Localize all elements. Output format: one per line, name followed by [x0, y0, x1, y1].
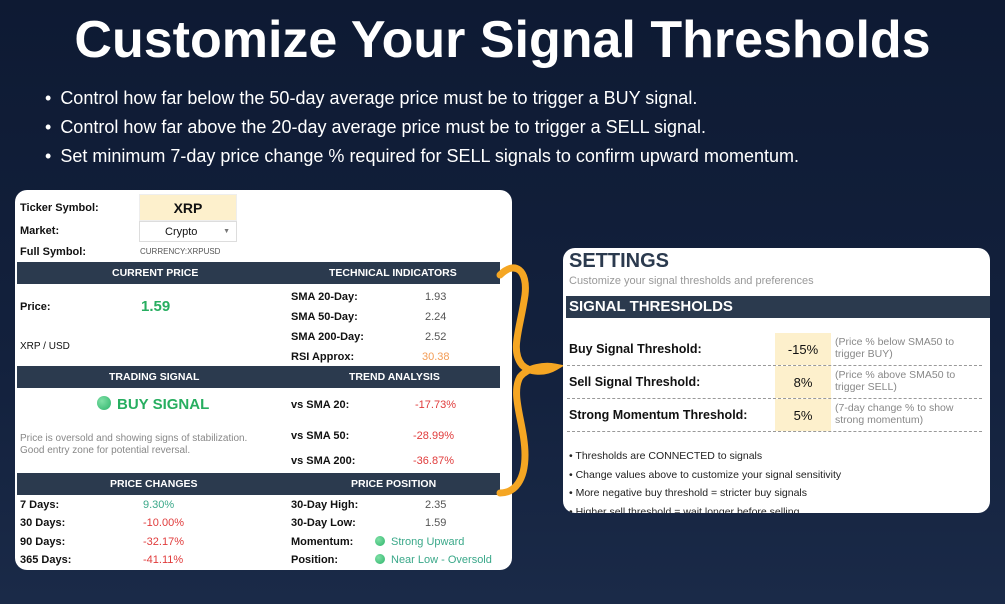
note-item: Thresholds are CONNECTED to signals: [569, 447, 841, 466]
momentum-threshold-input[interactable]: 5%: [775, 399, 831, 431]
indicator-value: 1.93: [425, 291, 447, 303]
position-label: Position:: [291, 554, 339, 566]
indicator-label: SMA 200-Day:: [291, 331, 364, 343]
trend-label: vs SMA 50:: [291, 430, 350, 442]
change-label: 30 Days:: [20, 517, 66, 529]
settings-title: SETTINGS: [569, 250, 670, 272]
market-value: Crypto: [165, 226, 198, 238]
settings-panel: SETTINGS Customize your signal threshold…: [563, 248, 990, 513]
trend-label: vs SMA 20:: [291, 399, 350, 411]
chevron-down-icon: ▼: [223, 228, 230, 235]
ticker-label: Ticker Symbol:: [20, 202, 99, 214]
ticker-input[interactable]: XRP: [139, 194, 237, 221]
green-dot-icon: [375, 536, 385, 546]
settings-subtitle: Customize your signal thresholds and pre…: [569, 275, 814, 287]
momentum-threshold-row: Strong Momentum Threshold: 5% (7-day chang…: [567, 399, 982, 432]
header-technical: TECHNICAL INDICATORS: [329, 267, 457, 279]
indicator-label: SMA 50-Day:: [291, 311, 358, 323]
position-value: 2.35: [425, 499, 447, 511]
price-label: Price:: [20, 301, 51, 313]
indicator-label: RSI Approx:: [291, 351, 355, 363]
trend-value: -17.73%: [415, 399, 456, 411]
signal-badge: BUY SIGNAL: [97, 396, 209, 413]
indicator-label: SMA 20-Day:: [291, 291, 358, 303]
trend-label: vs SMA 200:: [291, 455, 356, 467]
note-line: trigger SELL): [835, 381, 897, 393]
sell-threshold-row: Sell Signal Threshold: 8% (Price % above S…: [567, 366, 982, 399]
note-item: Change values above to customize your si…: [569, 466, 842, 485]
note-item: Higher sell threshold = wait longer befo…: [569, 503, 841, 514]
rsi-value: 30.38: [422, 351, 450, 363]
header-current-price: CURRENT PRICE: [112, 267, 199, 279]
change-value: 9.30%: [143, 499, 175, 511]
change-label: 365 Days:: [20, 554, 72, 566]
change-value: -32.17%: [143, 536, 184, 548]
buy-threshold-row: Buy Signal Threshold: -15% (Price % below …: [567, 333, 982, 366]
bullet: Control how far above the 20-day average…: [45, 113, 799, 142]
indicator-value: 2.24: [425, 311, 447, 323]
feature-bullets: Control how far below the 50-day average…: [45, 84, 799, 171]
header-trend: TREND ANALYSIS: [349, 371, 440, 383]
section-header: SIGNAL THRESHOLDS: [566, 296, 990, 318]
desc-line: Price is oversold and showing signs of s…: [20, 433, 248, 444]
dashboard-panel: Ticker Symbol: XRP Market: Crypto ▼ Full …: [15, 190, 512, 570]
green-dot-icon: [97, 396, 111, 410]
price-value: 1.59: [141, 298, 171, 315]
header-bar: PRICE CHANGES PRICE POSITION: [17, 473, 500, 495]
header-bar: CURRENT PRICE TECHNICAL INDICATORS: [17, 262, 500, 284]
position-status: Near Low - Oversold: [375, 554, 492, 566]
buy-threshold-input[interactable]: -15%: [775, 333, 831, 365]
brace-connector-icon: [496, 264, 565, 497]
header-trading-signal: TRADING SIGNAL: [109, 371, 200, 383]
position-label: 30-Day High:: [291, 499, 359, 511]
note-line: trigger BUY): [835, 348, 893, 360]
settings-notes: Thresholds are CONNECTED to signals Chan…: [569, 447, 841, 513]
position-value: 1.59: [425, 517, 447, 529]
pair-label: XRP / USD: [20, 341, 70, 352]
threshold-label: Strong Momentum Threshold:: [569, 408, 748, 422]
note-line: (7-day change % to show: [835, 402, 954, 414]
header-price-position: PRICE POSITION: [351, 478, 437, 490]
change-label: 7 Days:: [20, 499, 60, 511]
indicator-value: 2.52: [425, 331, 447, 343]
market-label: Market:: [20, 225, 60, 237]
momentum-value: Strong Upward: [391, 536, 465, 548]
threshold-note: (Price % below SMA50 to trigger BUY): [835, 336, 954, 360]
full-symbol-label: Full Symbol:: [20, 246, 86, 258]
position-label: 30-Day Low:: [291, 517, 356, 529]
change-value: -41.11%: [143, 554, 184, 566]
trend-value: -28.99%: [413, 430, 454, 442]
change-value: -10.00%: [143, 517, 184, 529]
bullet: Control how far below the 50-day average…: [45, 84, 799, 113]
note-line: (Price % below SMA50 to: [835, 336, 955, 348]
market-select[interactable]: Crypto ▼: [139, 221, 237, 242]
page-title: Customize Your Signal Thresholds: [74, 11, 931, 69]
desc-line: Good entry zone for potential reversal.: [20, 445, 191, 456]
full-symbol-value: CURRENCY:XRPUSD: [140, 247, 221, 256]
trend-value: -36.87%: [413, 455, 454, 467]
change-label: 90 Days:: [20, 536, 66, 548]
threshold-note: (7-day change % to show strong momentum): [835, 402, 953, 426]
note-item: More negative buy threshold = stricter b…: [569, 484, 841, 503]
threshold-note: (Price % above SMA50 to trigger SELL): [835, 369, 955, 393]
sell-threshold-input[interactable]: 8%: [775, 366, 831, 398]
signal-text: BUY SIGNAL: [117, 396, 210, 413]
threshold-label: Sell Signal Threshold:: [569, 375, 701, 389]
momentum-status: Strong Upward: [375, 536, 464, 548]
threshold-label: Buy Signal Threshold:: [569, 342, 702, 356]
header-price-changes: PRICE CHANGES: [110, 478, 198, 490]
note-line: strong momentum): [835, 414, 924, 426]
header-bar: TRADING SIGNAL TREND ANALYSIS: [17, 366, 500, 388]
position-label: Momentum:: [291, 536, 354, 548]
bullet: Set minimum 7-day price change % require…: [45, 142, 799, 171]
position-status-value: Near Low - Oversold: [391, 554, 492, 566]
green-dot-icon: [375, 554, 385, 564]
note-line: (Price % above SMA50 to: [835, 369, 956, 381]
signal-description: Price is oversold and showing signs of s…: [20, 433, 282, 457]
